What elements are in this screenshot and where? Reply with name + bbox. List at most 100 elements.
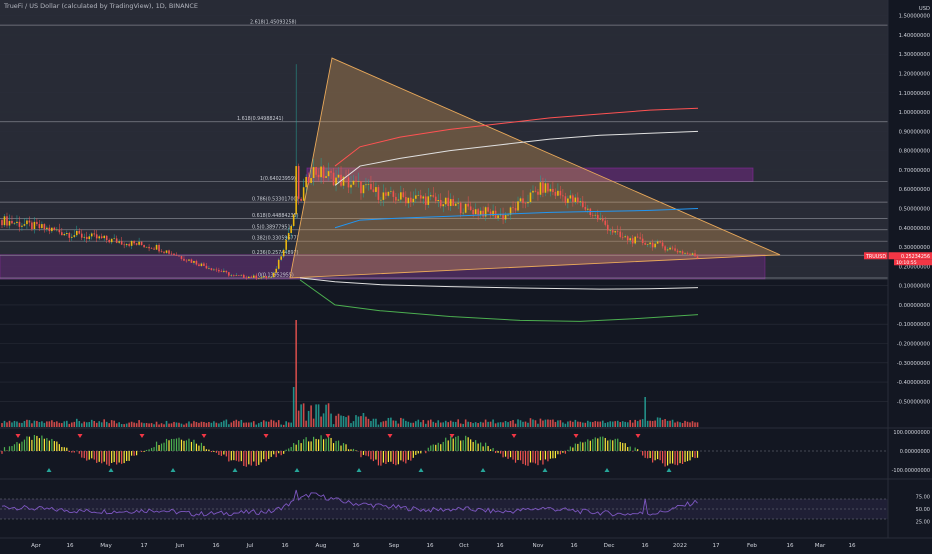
- candle-body: [297, 166, 300, 199]
- candle-body: [434, 196, 437, 202]
- candle-body: [43, 224, 46, 230]
- sell-marker: [77, 434, 83, 438]
- volume-bar: [434, 422, 437, 427]
- candle-body: [574, 197, 577, 203]
- time-tick: 16: [66, 543, 74, 549]
- volume-bar: [275, 422, 278, 427]
- candle-body: [218, 269, 220, 272]
- candle-body: [449, 199, 452, 207]
- candle-body: [133, 241, 135, 244]
- candle-body: [307, 176, 310, 183]
- candle-body: [377, 187, 380, 200]
- volume-bar: [494, 423, 497, 427]
- price-tick: 0.70000000: [899, 168, 930, 174]
- candle-body: [656, 241, 659, 244]
- volume-bar: [223, 420, 225, 427]
- sell-marker: [449, 434, 455, 438]
- candle-body: [63, 233, 66, 236]
- volume-bar: [68, 423, 71, 427]
- buy-marker: [294, 468, 300, 472]
- oscillator-pane: 100.00000000 0.00000000 -100.00000000: [0, 427, 932, 539]
- volume-bar: [158, 424, 160, 427]
- volume-bar: [387, 417, 390, 427]
- volume-bar: [16, 421, 18, 427]
- candle-body: [537, 191, 539, 195]
- osc-tick: 100.00000000: [893, 430, 930, 436]
- candle-body: [367, 184, 370, 185]
- volume-bar: [407, 421, 410, 427]
- candle-body: [238, 275, 240, 276]
- price-pane[interactable]: 2.618(1.45093258) 1.618(0.94988241) 1(0.64…: [0, 20, 888, 322]
- candle-body: [661, 242, 664, 247]
- candle-body: [484, 207, 487, 217]
- candle-body: [267, 277, 270, 279]
- volume-bar: [208, 422, 210, 427]
- candle-body: [95, 234, 98, 239]
- volume-bar: [594, 421, 597, 427]
- candle-body: [165, 250, 168, 253]
- candle-body: [252, 275, 255, 278]
- axes: 1.50000000 1.40000000 1.30000000 1.20000000…: [31, 0, 932, 549]
- price-tick: 0.10000000: [899, 284, 930, 290]
- volume-bar: [220, 422, 223, 427]
- volume-bar: [80, 423, 83, 427]
- candle-body: [175, 255, 178, 256]
- candle-body: [614, 231, 617, 233]
- candle-body: [517, 201, 519, 211]
- volume-bar: [73, 421, 76, 427]
- volume-bar: [292, 387, 295, 427]
- candle-body: [564, 196, 567, 203]
- candle-body: [320, 166, 322, 178]
- volume-bar: [51, 420, 53, 427]
- candle-body: [265, 276, 268, 279]
- ticker-symbol: TRUUSD: [865, 254, 886, 260]
- candle-body: [31, 222, 33, 230]
- volume-bar: [552, 419, 554, 427]
- volume-bar: [684, 420, 686, 427]
- volume-bar: [1, 423, 3, 427]
- volume-bar: [372, 418, 375, 427]
- volume-bar: [310, 405, 312, 427]
- volume-bar: [153, 424, 155, 427]
- candle-body: [559, 190, 562, 196]
- volume-bar: [61, 423, 63, 427]
- volume-bar: [31, 423, 33, 427]
- candle-body: [360, 181, 362, 194]
- volume-bar: [469, 422, 472, 427]
- candle-body: [71, 236, 73, 238]
- candle-body: [549, 188, 552, 192]
- volume-bar: [639, 419, 641, 427]
- volume-bar: [609, 421, 612, 427]
- candle-body: [352, 180, 355, 185]
- volume-bar: [497, 422, 499, 427]
- candle-body: [689, 253, 691, 255]
- candle-body: [499, 214, 502, 216]
- volume-bar: [649, 420, 651, 427]
- volume-bar: [280, 424, 282, 427]
- volume-bar: [579, 421, 582, 427]
- volume-bar: [412, 422, 415, 427]
- volume-bar: [322, 413, 325, 427]
- volume-bar: [163, 424, 165, 427]
- volume-bar: [247, 422, 250, 427]
- volume-bar: [297, 410, 300, 427]
- volume-bar: [467, 421, 469, 427]
- volume-bar: [671, 419, 674, 427]
- time-tick: Sep: [389, 543, 400, 549]
- volume-bar: [529, 418, 532, 427]
- candle-body: [272, 272, 275, 278]
- volume-bar: [489, 421, 492, 427]
- volume-bar: [355, 415, 357, 427]
- candle-body: [13, 223, 16, 224]
- volume-bar: [574, 419, 577, 427]
- candle-body: [220, 271, 223, 272]
- volume-bar: [604, 422, 607, 427]
- volume-bar: [230, 422, 233, 427]
- volume-bar: [178, 422, 180, 427]
- volume-bar: [150, 423, 153, 427]
- candle-body: [439, 200, 442, 207]
- candle-body: [542, 182, 544, 193]
- candle-body: [587, 208, 589, 210]
